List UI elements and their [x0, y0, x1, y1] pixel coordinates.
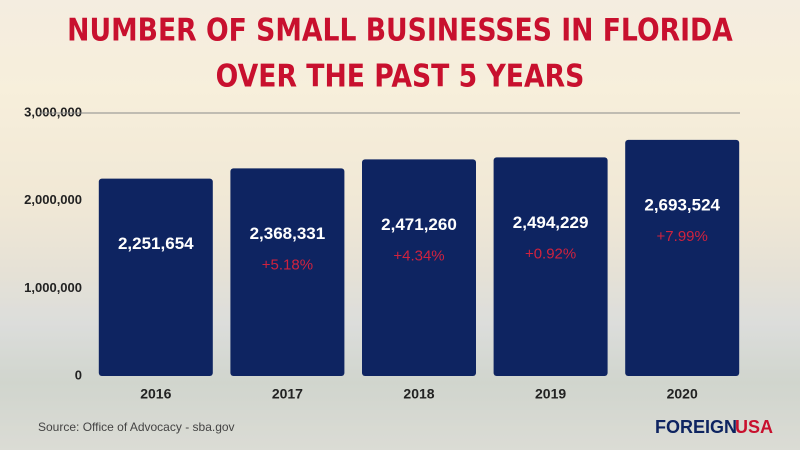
x-tick-label: 2020 — [667, 386, 698, 402]
growth-label: +7.99% — [657, 228, 708, 245]
value-label: 2,693,524 — [644, 195, 720, 214]
bar — [230, 168, 345, 376]
bar — [362, 159, 476, 376]
x-tick-label: 2016 — [140, 386, 171, 402]
y-tick-label: 0 — [75, 367, 82, 382]
x-tick-label: 2018 — [403, 386, 434, 402]
logo: FOREIGN — [655, 417, 737, 437]
x-tick-label: 2019 — [535, 386, 566, 402]
growth-label: +4.34% — [393, 247, 444, 264]
value-label: 2,494,229 — [513, 213, 589, 232]
logo: USA — [735, 417, 773, 437]
bar — [625, 139, 740, 376]
source: Source: Office of Advocacy - sba.gov — [38, 420, 235, 434]
bar — [493, 157, 608, 376]
growth-label: +0.92% — [525, 245, 576, 262]
value-label: 2,251,654 — [118, 234, 194, 253]
value-label: 2,368,331 — [250, 224, 326, 243]
y-tick-label: 3,000,000 — [24, 104, 82, 119]
chart-title: NUMBER OF SMALL BUSINESSES IN FLORIDA — [67, 12, 733, 48]
y-tick-label: 2,000,000 — [24, 192, 82, 207]
y-tick-label: 1,000,000 — [24, 280, 82, 295]
value-label: 2,471,260 — [381, 215, 457, 234]
x-tick-label: 2017 — [272, 386, 303, 402]
chart-title: OVER THE PAST 5 YEARS — [216, 58, 585, 94]
growth-label: +5.18% — [262, 256, 313, 273]
bar — [98, 178, 213, 376]
